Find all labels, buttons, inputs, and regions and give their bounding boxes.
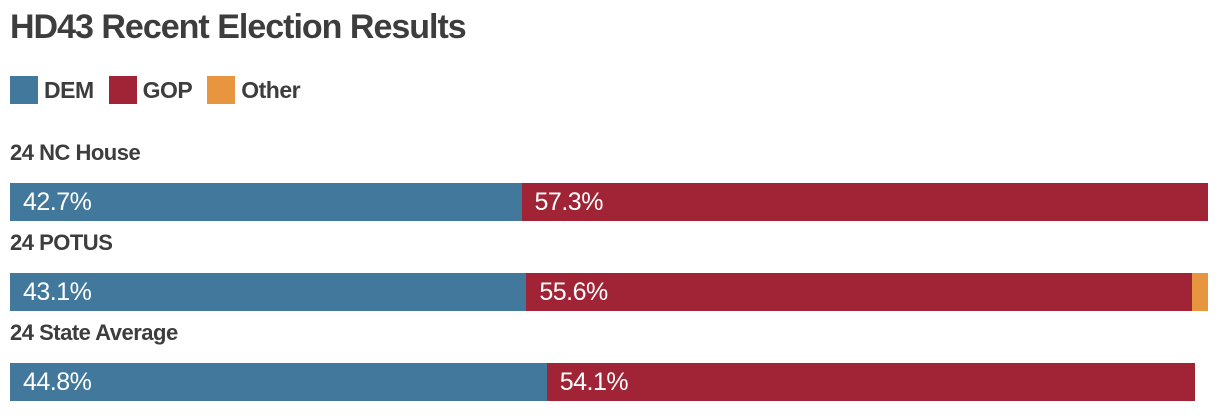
bar-segment-gop: 57.3%: [521, 183, 1208, 221]
legend-label-other: Other: [241, 76, 301, 103]
chart-container: HD43 Recent Election Results DEM GOP Oth…: [10, 8, 1208, 401]
stacked-bar-state-average: 44.8% 54.1%: [10, 363, 1208, 401]
row-label-state-average: 24 State Average: [10, 320, 178, 345]
bar-row-potus: 24 POTUS 43.1% 55.6%: [10, 231, 1208, 311]
bar-segment-gop: 54.1%: [546, 363, 1195, 401]
legend-label-dem: DEM: [44, 76, 94, 103]
legend-item-other: Other: [207, 76, 301, 104]
legend-swatch-dem: [10, 76, 38, 104]
bar-row-nc-house: 24 NC House 42.7% 57.3%: [10, 141, 1208, 221]
bar-segment-other: [1192, 273, 1208, 311]
stacked-bar-potus: 43.1% 55.6%: [10, 273, 1208, 311]
row-label-nc-house: 24 NC House: [10, 140, 141, 165]
bar-value-label-dem: 44.8%: [23, 368, 92, 396]
bar-value-label-gop: 55.6%: [539, 278, 608, 306]
bar-value-label-dem: 43.1%: [23, 278, 92, 306]
row-label-potus: 24 POTUS: [10, 230, 113, 255]
legend-swatch-other: [207, 76, 236, 104]
legend-item-gop: GOP: [108, 76, 193, 104]
bar-value-label-gop: 57.3%: [534, 188, 604, 216]
bar-segment-dem: 43.1%: [10, 273, 527, 311]
legend-swatch-gop: [108, 76, 137, 104]
bar-segment-gop: 55.6%: [526, 273, 1193, 311]
bar-segment-dem: 44.8%: [10, 363, 547, 401]
bar-row-state-average: 24 State Average 44.8% 54.1%: [10, 321, 1208, 401]
bar-segment-dem: 42.7%: [10, 183, 522, 221]
bar-value-label-gop: 54.1%: [559, 368, 629, 396]
legend-item-dem: DEM: [10, 76, 94, 104]
legend: DEM GOP Other: [10, 76, 1208, 104]
bar-rows: 24 NC House 42.7% 57.3% 24 POTUS 43.1% 5…: [10, 141, 1208, 401]
legend-label-gop: GOP: [142, 76, 193, 103]
chart-title: HD43 Recent Election Results: [10, 8, 467, 46]
stacked-bar-nc-house: 42.7% 57.3%: [10, 183, 1208, 221]
bar-value-label-dem: 42.7%: [23, 188, 92, 216]
